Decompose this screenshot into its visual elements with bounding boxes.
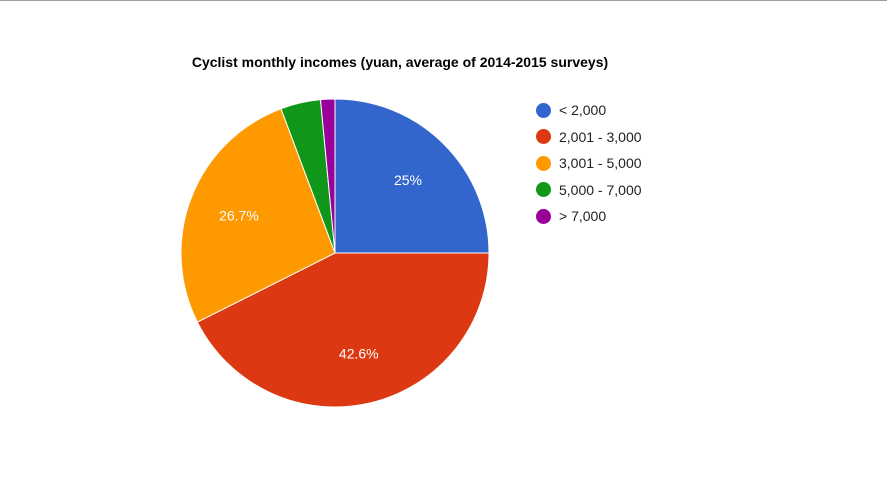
legend-label: 3,001 - 5,000 <box>559 155 642 172</box>
legend: < 2,000 2,001 - 3,000 3,001 - 5,000 5,000 -… <box>536 97 642 230</box>
chart-title: Cyclist monthly incomes (yuan, average o… <box>191 54 609 70</box>
legend-item[interactable]: > 7,000 <box>536 203 642 230</box>
slice-data-label-2: 26.7% <box>219 207 259 223</box>
pie-slice-4[interactable] <box>319 98 336 254</box>
legend-swatch <box>536 155 551 171</box>
pie-slice-0[interactable] <box>334 98 490 254</box>
legend-item[interactable]: 5,000 - 7,000 <box>536 177 642 204</box>
pie-slice-2[interactable] <box>180 108 336 323</box>
legend-label: > 7,000 <box>559 208 607 225</box>
legend-label: 5,000 - 7,000 <box>559 181 642 198</box>
legend-swatch <box>536 182 551 198</box>
pie-slice-labels: 25% 42.6% 26.7% <box>219 172 422 361</box>
legend-label: < 2,000 <box>559 102 607 119</box>
legend-swatch <box>536 208 551 224</box>
legend-swatch <box>536 129 551 145</box>
legend-item[interactable]: 2,001 - 3,000 <box>536 124 642 151</box>
legend-item[interactable]: < 2,000 <box>536 97 642 124</box>
pie-slices <box>180 98 490 408</box>
legend-swatch <box>536 102 551 118</box>
legend-label: 2,001 - 3,000 <box>559 128 642 145</box>
slice-data-label-1: 42.6% <box>339 345 379 361</box>
legend-item[interactable]: 3,001 - 5,000 <box>536 150 642 177</box>
slice-data-label-0: 25% <box>394 172 422 188</box>
pie-slice-1[interactable] <box>196 252 490 408</box>
